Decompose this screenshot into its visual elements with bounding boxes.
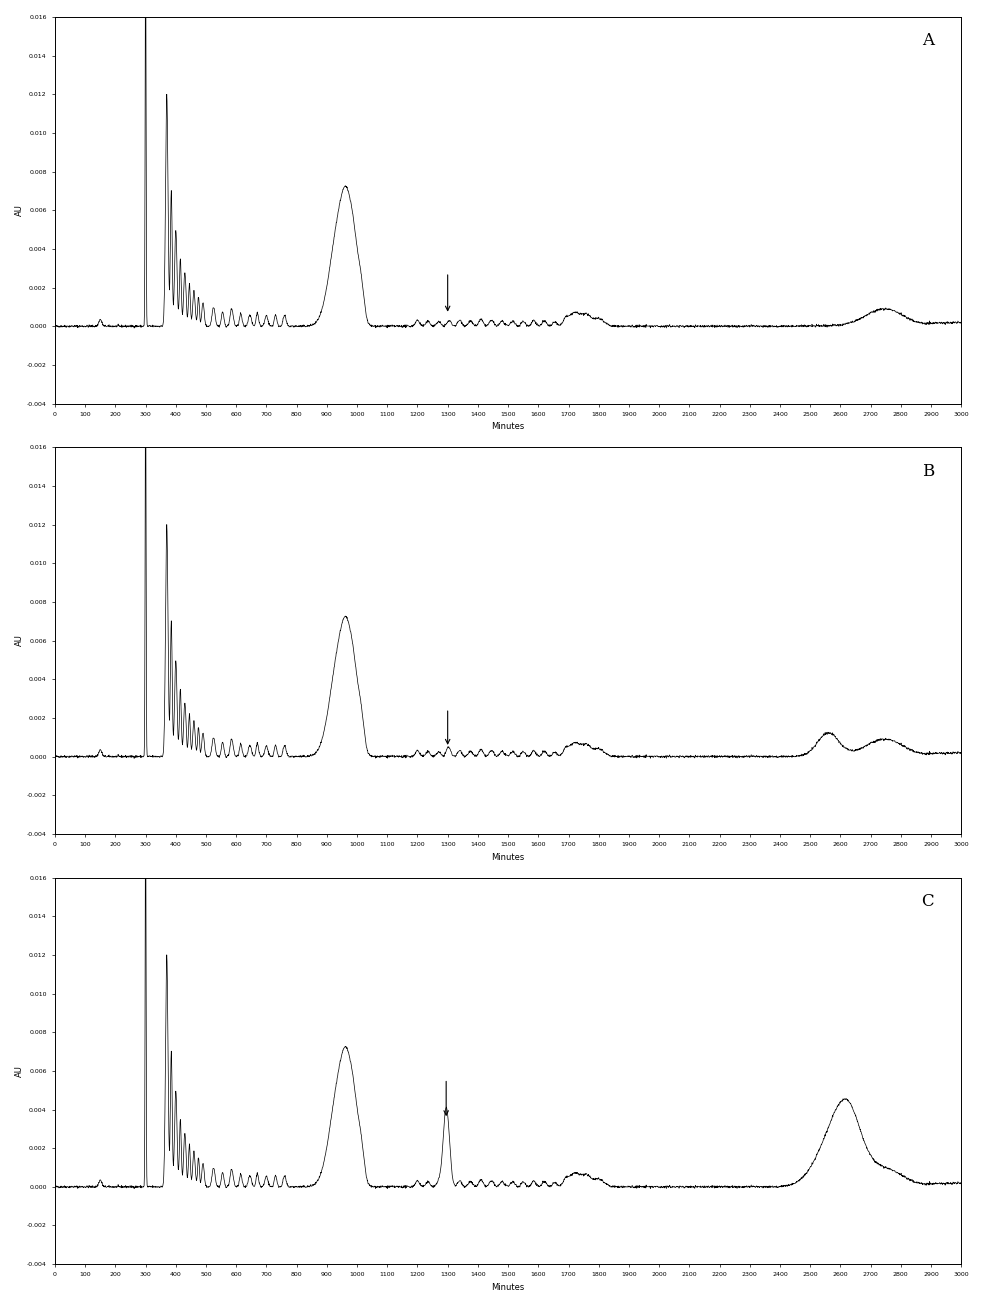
Text: C: C <box>921 893 934 910</box>
X-axis label: Minutes: Minutes <box>491 422 524 431</box>
Text: A: A <box>922 33 934 50</box>
Y-axis label: AU: AU <box>15 635 24 647</box>
Y-axis label: AU: AU <box>15 1065 24 1077</box>
X-axis label: Minutes: Minutes <box>491 852 524 861</box>
Text: B: B <box>922 463 934 480</box>
Y-axis label: AU: AU <box>15 204 24 216</box>
X-axis label: Minutes: Minutes <box>491 1283 524 1293</box>
